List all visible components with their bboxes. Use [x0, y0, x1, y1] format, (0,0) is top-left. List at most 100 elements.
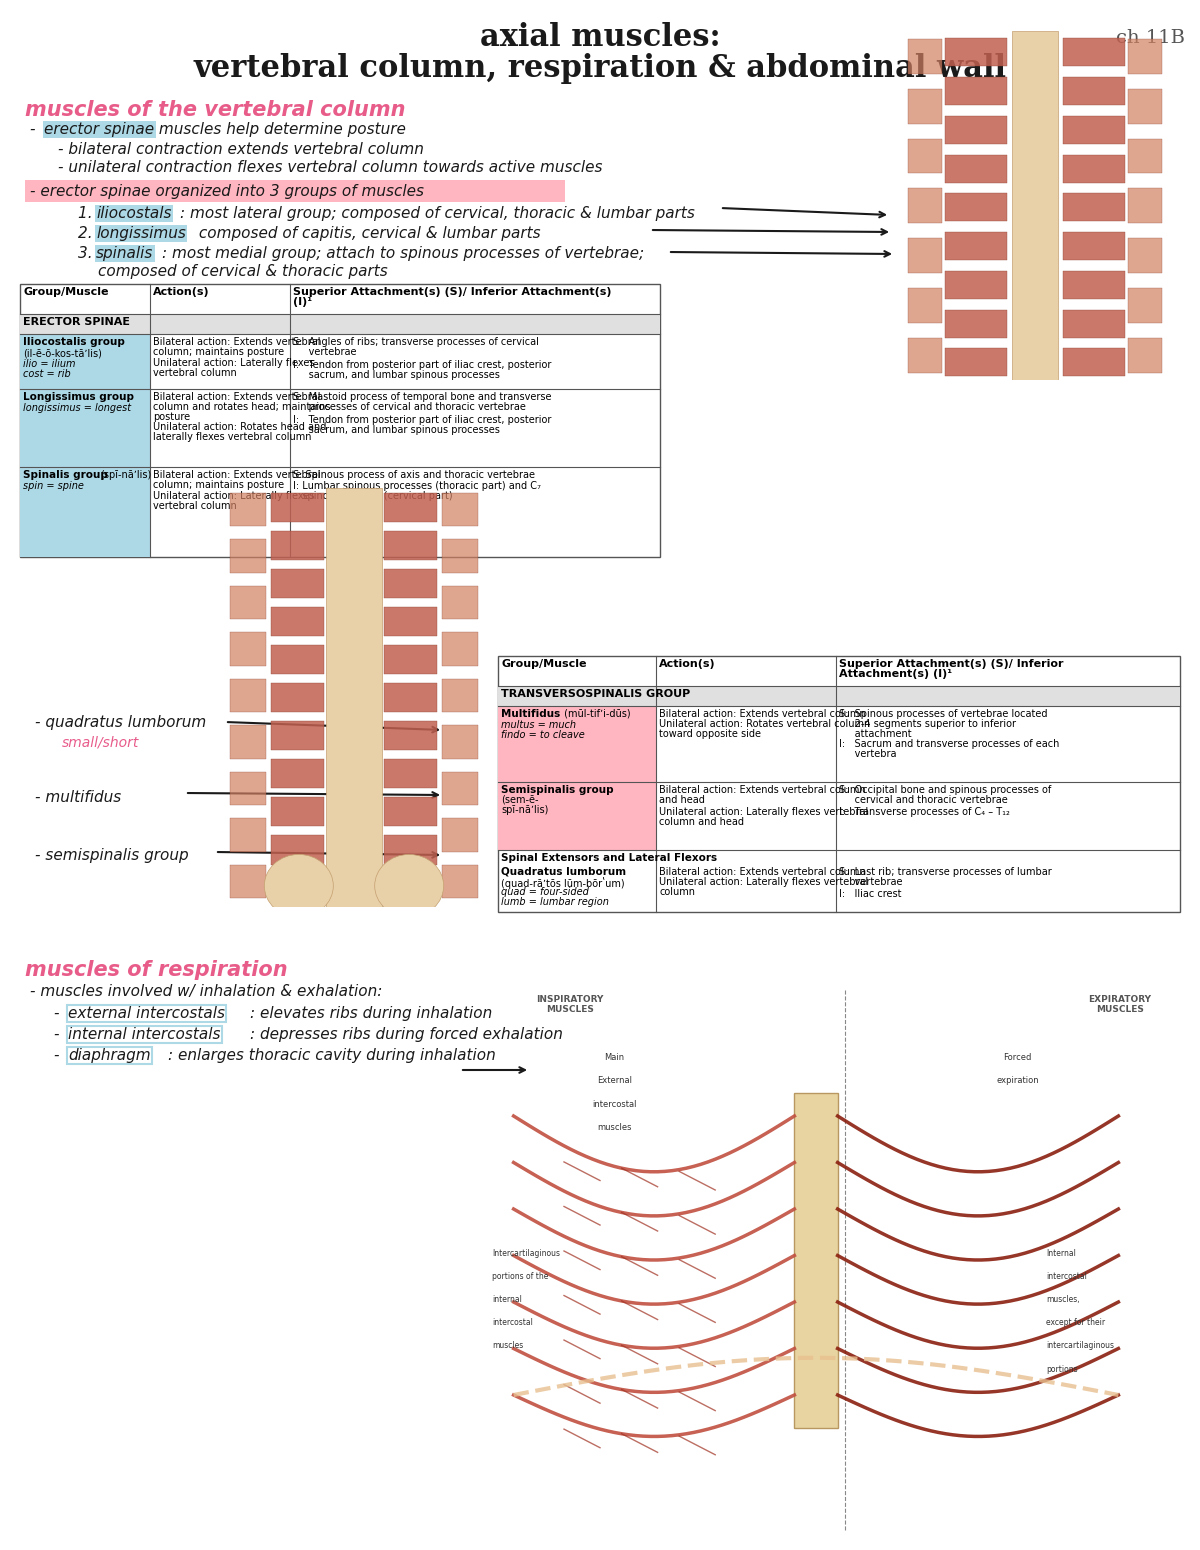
Text: TRANSVERSOSPINALIS GROUP: TRANSVERSOSPINALIS GROUP [502, 690, 690, 699]
Text: column and rotates head; maintains: column and rotates head; maintains [154, 401, 330, 412]
Text: MUSCLES: MUSCLES [546, 1004, 594, 1014]
Text: column: column [659, 887, 695, 897]
Bar [271, 569, 324, 598]
Bar [443, 772, 479, 806]
Bar [944, 78, 1007, 105]
Text: Main: Main [605, 1052, 624, 1062]
Bar [230, 865, 265, 899]
Bar [908, 239, 942, 273]
Text: column and head: column and head [659, 817, 744, 828]
Text: Bilateral action: Extends vertebral: Bilateral action: Extends vertebral [154, 392, 320, 401]
Text: 3.: 3. [78, 246, 97, 260]
Text: findo = to cleave: findo = to cleave [502, 730, 584, 739]
Text: Intercartilaginous: Intercartilaginous [492, 1248, 560, 1257]
Text: intercostal: intercostal [1046, 1271, 1087, 1280]
Bar [384, 721, 437, 750]
Text: Bilateral action: Extends vertebral column: Bilateral action: Extends vertebral colu… [659, 784, 865, 795]
Text: cervical and thoracic vertebrae: cervical and thoracic vertebrae [839, 795, 1008, 804]
Bar [384, 645, 437, 674]
Bar [230, 586, 265, 620]
Text: -: - [54, 1028, 65, 1042]
Text: Unilateral action: Laterally flexes vertebral: Unilateral action: Laterally flexes vert… [659, 808, 869, 817]
Bar [944, 116, 1007, 144]
Bar [384, 530, 437, 560]
Text: internal: internal [492, 1294, 522, 1304]
Bar [271, 645, 324, 674]
Text: (spī-nāʼlis): (spī-nāʼlis) [100, 470, 151, 480]
Bar [1063, 310, 1126, 338]
Text: axial muscles:: axial muscles: [480, 23, 720, 54]
Bar [271, 608, 324, 636]
Text: expiration: expiration [996, 1076, 1039, 1085]
Text: S:  Spinous processes of vertebrae located: S: Spinous processes of vertebrae locate… [839, 708, 1048, 719]
Text: spī-nāʼlis): spī-nāʼlis) [502, 804, 548, 815]
Text: sacrum, and lumbar spinous processes: sacrum, and lumbar spinous processes [293, 425, 500, 436]
Text: 1.: 1. [78, 206, 97, 222]
Bar [384, 493, 437, 522]
Bar [908, 338, 942, 374]
Text: Bilateral action: Extends vertebral column: Bilateral action: Extends vertebral colu… [659, 708, 865, 719]
Text: composed of cervical & thoracic parts: composed of cervical & thoracic parts [98, 264, 388, 279]
Text: - unilateral contraction flexes vertebral column towards active muscles: - unilateral contraction flexes vertebra… [58, 160, 602, 175]
Text: erector spinae: erector spinae [44, 122, 154, 136]
Text: -: - [30, 122, 41, 136]
Bar [20, 389, 150, 467]
Ellipse shape [374, 854, 444, 918]
Text: (I)¹: (I)¹ [293, 298, 312, 307]
Text: Bilateral action: Extends vertebral: Bilateral action: Extends vertebral [154, 470, 320, 480]
Bar [1128, 189, 1162, 223]
Text: quad = four-sided: quad = four-sided [502, 887, 589, 897]
Text: I:   Tendon from posterior part of iliac crest, posterior: I: Tendon from posterior part of iliac c… [293, 360, 551, 370]
Text: longissimus: longissimus [96, 226, 186, 240]
Text: : most lateral group; composed of cervical, thoracic & lumbar parts: : most lateral group; composed of cervic… [180, 206, 695, 222]
Bar [1013, 31, 1057, 380]
Text: : depresses ribs during forced exhalation: : depresses ribs during forced exhalatio… [250, 1028, 563, 1042]
Text: attachment: attachment [839, 728, 912, 739]
Text: muscles: muscles [492, 1341, 523, 1350]
Text: Group/Muscle: Group/Muscle [23, 287, 108, 298]
Bar [443, 632, 479, 666]
Text: I:   Tendon from posterior part of iliac crest, posterior: I: Tendon from posterior part of iliac c… [293, 415, 551, 425]
Bar [908, 88, 942, 124]
Bar [384, 760, 437, 789]
Text: portions of the: portions of the [492, 1271, 548, 1280]
Text: internal intercostals: internal intercostals [68, 1028, 221, 1042]
Text: muscles help determine posture: muscles help determine posture [154, 122, 406, 136]
Text: (sem-ē-: (sem-ē- [502, 795, 539, 804]
Ellipse shape [264, 854, 334, 918]
Text: EXPIRATORY: EXPIRATORY [1088, 995, 1152, 1004]
Text: intercostal: intercostal [492, 1318, 533, 1327]
Text: - bilateral contraction extends vertebral column: - bilateral contraction extends vertebra… [58, 143, 424, 157]
Text: (il-ē-ō-kos-tāʼlis): (il-ē-ō-kos-tāʼlis) [23, 349, 102, 358]
Text: Longissimus group: Longissimus group [23, 392, 134, 401]
Bar [443, 725, 479, 760]
Text: spin = spine: spin = spine [23, 480, 84, 491]
Bar [498, 783, 656, 849]
Text: ERECTOR SPINAE: ERECTOR SPINAE [23, 318, 130, 327]
Text: spinous process (cervical part): spinous process (cervical part) [293, 491, 452, 501]
Bar [384, 797, 437, 826]
Text: 2-4 segments superior to inferior: 2-4 segments superior to inferior [839, 719, 1016, 728]
Text: diaphragm: diaphragm [68, 1048, 151, 1063]
Text: small/short: small/short [62, 736, 139, 750]
Bar [498, 687, 1180, 705]
Bar [1128, 338, 1162, 374]
Bar [25, 180, 565, 202]
Text: : elevates ribs during inhalation: : elevates ribs during inhalation [250, 1006, 492, 1021]
Text: - multifidus: - multifidus [35, 790, 121, 804]
Text: Bilateral action: Extends vertebral column: Bilateral action: Extends vertebral colu… [659, 866, 865, 877]
Bar [908, 39, 942, 74]
Bar [271, 873, 324, 902]
Bar [326, 488, 382, 907]
Text: S:  Last rib; transverse processes of lumbar: S: Last rib; transverse processes of lum… [839, 866, 1051, 877]
Text: Semispinalis group: Semispinalis group [502, 784, 613, 795]
Bar [20, 284, 660, 556]
Bar [1063, 39, 1126, 67]
Bar [908, 288, 942, 322]
Text: S:  Occipital bone and spinous processes of: S: Occipital bone and spinous processes … [839, 784, 1051, 795]
Bar [443, 493, 479, 527]
Text: longissimus = longest: longissimus = longest [23, 403, 131, 412]
Text: S:  Angles of ribs; transverse processes of cervical: S: Angles of ribs; transverse processes … [293, 336, 539, 347]
Bar [1063, 271, 1126, 299]
Text: Bilateral action: Extends vertebral: Bilateral action: Extends vertebral [154, 336, 320, 347]
